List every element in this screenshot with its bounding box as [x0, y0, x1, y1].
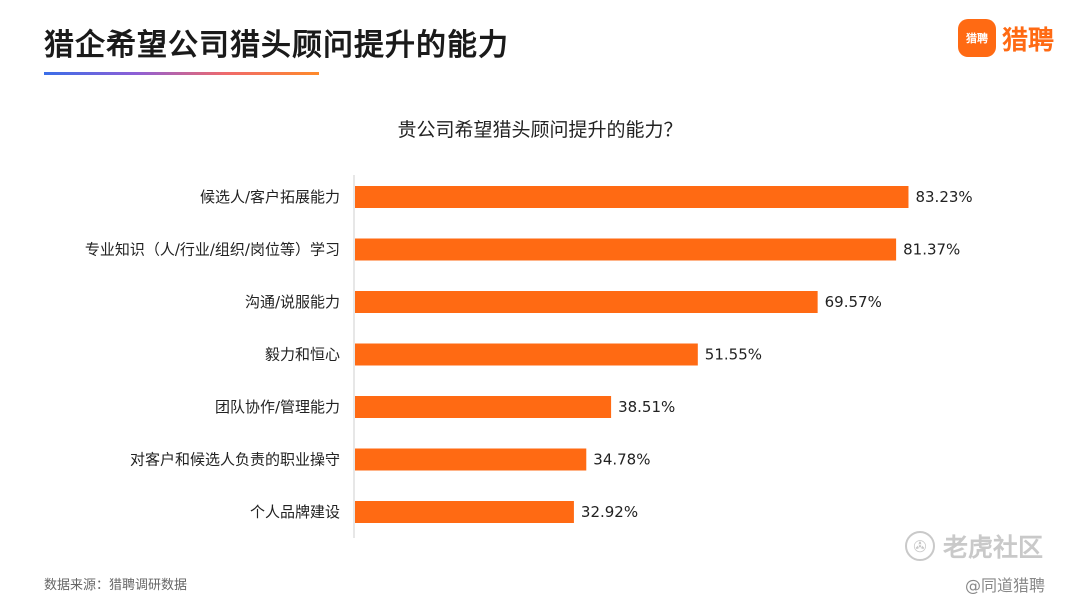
value-label: 32.92% — [581, 503, 638, 521]
brand-logo-icon: 猎聘 — [958, 19, 996, 57]
category-label: 个人品牌建设 — [250, 503, 340, 521]
brand-name: 猎聘 — [1002, 25, 1055, 56]
chart-title: 贵公司希望猎头顾问提升的能力？ — [397, 119, 683, 141]
page-title: 猎企希望公司猎头顾问提升的能力 — [44, 28, 509, 63]
category-label: 沟通/说服能力 — [245, 293, 340, 311]
value-label: 34.78% — [593, 451, 650, 469]
bar — [355, 501, 574, 523]
category-label: 团队协作/管理能力 — [215, 398, 340, 416]
category-label: 对客户和候选人负责的职业操守 — [130, 451, 340, 469]
brand: 猎聘 猎聘 — [958, 18, 1054, 58]
watermark-sub: @同道猎聘 — [965, 576, 1046, 595]
bar — [355, 343, 698, 366]
bar — [355, 396, 612, 418]
watermark-text: 老虎社区 — [943, 533, 1044, 562]
watermark: ✇ 老虎社区 — [905, 528, 1043, 564]
bar — [355, 448, 587, 471]
value-label: 38.51% — [618, 398, 675, 416]
bar — [355, 291, 818, 313]
watermark-logo-icon: ✇ — [905, 531, 935, 561]
value-label: 69.57% — [825, 293, 882, 311]
category-label: 候选人/客户拓展能力 — [200, 188, 340, 206]
bar — [355, 186, 909, 208]
value-label: 81.37% — [903, 241, 960, 259]
value-label: 51.55% — [705, 346, 762, 364]
category-label: 专业知识（人/行业/组织/岗位等）学习 — [85, 241, 340, 259]
title-underline — [44, 72, 319, 75]
bar — [355, 238, 897, 261]
data-source: 数据来源：猎聘调研数据 — [44, 578, 188, 593]
value-label: 83.23% — [915, 188, 972, 206]
category-label: 毅力和恒心 — [265, 346, 340, 364]
